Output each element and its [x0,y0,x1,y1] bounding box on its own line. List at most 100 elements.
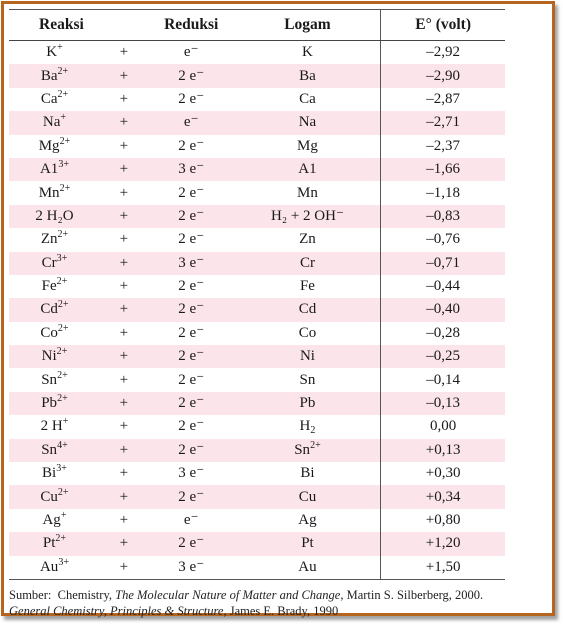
table-row: K+ + e⁻ K –2,92 [9,40,505,65]
cell-logam: Ba [234,64,381,88]
metal-symbol: H [299,418,311,435]
cell-op: + [99,321,148,346]
cell-electrons: 2 e⁻ [147,415,235,439]
ion-charge: 2+ [55,533,67,545]
cell-reaksi: Co2+ [9,321,100,346]
cell-reaksi: Pt2+ [9,532,100,556]
metal-symbol: Bi [300,465,315,482]
source-label: Sumber: [9,588,52,602]
cell-electrons: 2 e⁻ [147,228,235,252]
cell-op: + [99,251,148,275]
table-row: 2 H+ +2 e⁻ H2 0,00 [9,415,505,439]
cell-e0: –0,71 [380,251,505,275]
cell-op: + [99,157,148,182]
cell-electrons: 2 e⁻ [147,134,235,158]
cell-reaksi: Ca2+ [9,87,100,112]
cell-logam: Sn2+ [234,438,381,463]
cell-electrons: 2 e⁻ [147,321,235,346]
cell-e0: –2,92 [380,40,505,65]
cell-electrons: 2 e⁻ [147,438,235,463]
table-row: Fe2+ +2 e⁻ Fe –0,44 [9,274,505,299]
metal-symbol: A1 [298,161,317,178]
cell-e0: –0,83 [380,204,505,229]
table-row: Mg2+ +2 e⁻ Mg –2,37 [9,134,505,158]
cell-logam: Pb [234,391,381,416]
cell-electrons: 2 e⁻ [147,181,235,205]
table-row: Ni2+ +2 e⁻ Ni –0,25 [9,345,505,369]
cell-electrons: 2 e⁻ [147,298,235,322]
ion-symbol: Mg [38,137,60,154]
cell-reaksi: 2 H₂O [9,204,100,229]
metal-symbol: Sn [299,371,316,388]
cell-e0: –0,76 [380,228,505,252]
ion-symbol: 2 H [40,418,63,435]
cell-op: + [99,181,148,205]
ion-symbol: K [46,44,58,61]
metal-symbol: Cr [299,254,315,271]
metal-symbol: H₂ + 2 OH⁻ [271,207,344,224]
cell-logam: Fe [234,274,381,299]
ion-symbol: Ba [40,67,58,84]
metal-symbol: Ag [298,512,317,528]
cell-logam: Ni [234,345,381,369]
metal-symbol: Na [298,114,317,131]
cell-logam: Zn [234,228,381,252]
cell-op: + [99,64,148,88]
ion-symbol: A1 [39,161,59,178]
source-ref1-title: The Molecular Nature of Matter and Chang… [115,588,341,602]
cell-logam: Au [234,555,381,580]
header-logam: Logam [234,9,381,41]
cell-logam: Ag [234,508,381,533]
cell-e0: 0,00 [380,415,505,439]
cell-electrons: 2 e⁻ [147,368,235,392]
cell-logam: Sn [234,368,381,392]
cell-electrons: 3 e⁻ [147,157,235,182]
cell-e0: –0,13 [380,391,505,416]
cell-electrons: 2 e⁻ [147,345,235,369]
cell-reaksi: A13+ [9,157,100,182]
ion-charge: 3+ [58,556,69,568]
ion-symbol: Pb [41,395,58,412]
source-ref1-post: , Martin S. Silberberg, 2000. [340,588,484,602]
table-row: 2 H₂O +2 e⁻ H₂ + 2 OH⁻ –0,83 [9,204,505,229]
ion-symbol: Cu [40,488,58,505]
cell-electrons: e⁻ [147,111,235,135]
cell-e0: +0,34 [380,485,505,509]
cell-electrons: e⁻ [147,508,235,533]
cell-op: + [99,298,148,322]
cell-op: + [99,462,148,486]
ion-symbol: Au [39,558,59,575]
table-row: A13+ +3 e⁻ A1 –1,66 [9,157,505,182]
ion-symbol: Mn [38,184,60,201]
metal-symbol: Ni [299,348,315,365]
ion-charge: 2+ [57,65,69,77]
metal-subscript: 2 [310,425,316,437]
cell-e0: +1,20 [380,532,505,556]
ion-charge: 2+ [57,486,69,498]
ion-symbol: Cd [40,301,58,318]
metal-symbol: Mn [297,184,318,201]
table-row: Co2+ +2 e⁻ Co –0,28 [9,321,505,346]
cell-op: + [99,134,148,158]
cell-e0: +1,50 [380,555,505,580]
cell-op: + [99,40,148,65]
ion-charge: 2+ [57,393,68,405]
cell-op: + [99,555,148,580]
cell-reaksi: Mn2+ [9,181,100,205]
metal-charge: 2+ [310,439,321,451]
ion-symbol: Bi [42,465,57,482]
cell-electrons: 2 e⁻ [147,391,235,416]
cell-logam: Cu [234,485,381,509]
table-row: Sn4+ +2 e⁻ Sn2+ +0,13 [9,438,505,463]
table-row: Ba2+ +2 e⁻ Ba –2,90 [9,64,505,88]
ion-symbol: Co [40,324,58,341]
cell-logam: Pt [234,532,381,556]
table-row: Sn2+ +2 e⁻ Sn –0,14 [9,368,505,392]
cell-reaksi: Na+ [9,111,100,135]
cell-electrons: 3 e⁻ [147,462,235,486]
ion-symbol: Zn [40,231,58,248]
cell-e0: –2,37 [380,134,505,158]
cell-e0: –0,40 [380,298,505,322]
table-row: Ag+ + e⁻ Ag +0,80 [9,508,505,533]
cell-electrons: e⁻ [147,40,235,65]
